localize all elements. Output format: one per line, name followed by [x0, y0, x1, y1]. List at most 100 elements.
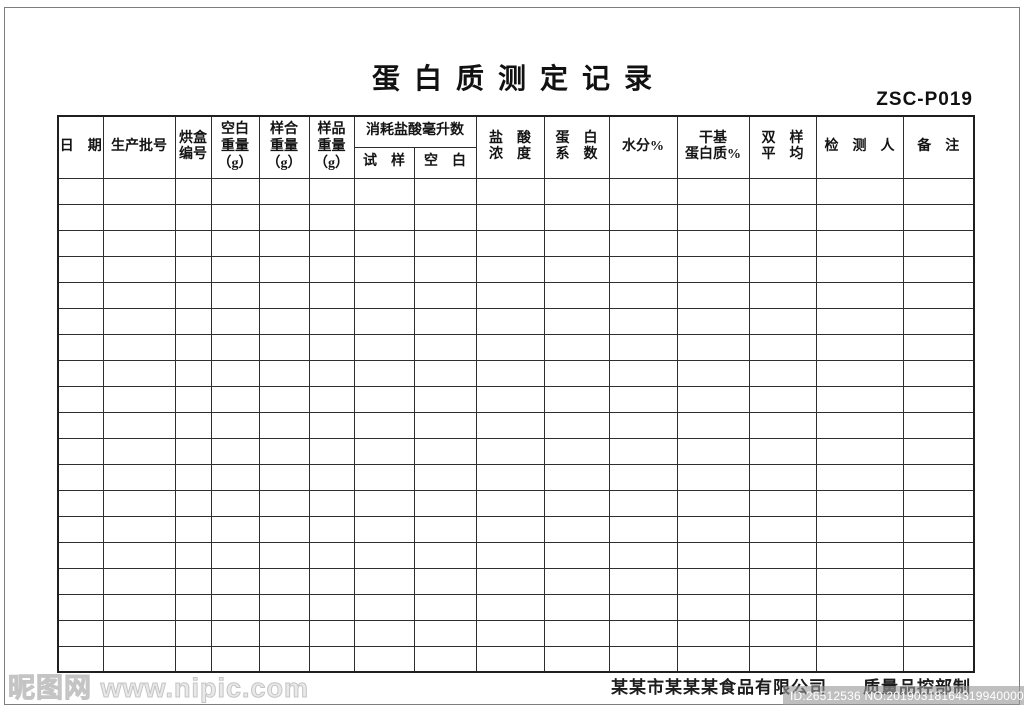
- table-row: [57, 515, 975, 543]
- empty-cell: [608, 463, 678, 491]
- empty-cell: [308, 567, 355, 595]
- empty-cell: [210, 229, 260, 257]
- empty-cell: [174, 463, 212, 491]
- empty-cell: [748, 229, 817, 257]
- empty-cell: [475, 645, 545, 673]
- empty-cell: [815, 645, 904, 673]
- empty-cell: [174, 541, 212, 569]
- empty-cell: [102, 489, 176, 517]
- empty-cell: [902, 385, 975, 413]
- empty-cell: [543, 229, 610, 257]
- empty-cell: [57, 333, 104, 361]
- empty-cell: [413, 281, 477, 309]
- empty-cell: [413, 255, 477, 283]
- empty-cell: [608, 619, 678, 647]
- empty-cell: [210, 489, 260, 517]
- empty-cell: [902, 255, 975, 283]
- empty-cell: [543, 255, 610, 283]
- empty-cell: [748, 177, 817, 205]
- empty-cell: [308, 541, 355, 569]
- empty-cell: [102, 515, 176, 543]
- empty-cell: [413, 411, 477, 439]
- empty-cell: [57, 515, 104, 543]
- empty-cell: [608, 567, 678, 595]
- empty-cell: [676, 437, 750, 465]
- table-row: [57, 333, 975, 361]
- empty-cell: [413, 359, 477, 387]
- empty-cell: [748, 515, 817, 543]
- empty-cell: [353, 255, 415, 283]
- empty-cell: [353, 203, 415, 231]
- header-row-2: 试 样 空 白: [58, 146, 974, 179]
- empty-cell: [174, 255, 212, 283]
- empty-cell: [308, 619, 355, 647]
- empty-cell: [748, 437, 817, 465]
- empty-cell: [748, 463, 817, 491]
- empty-cell: [608, 489, 678, 517]
- empty-cell: [815, 229, 904, 257]
- empty-cell: [102, 177, 176, 205]
- empty-cell: [308, 177, 355, 205]
- empty-cell: [815, 177, 904, 205]
- empty-cell: [902, 515, 975, 543]
- empty-cell: [308, 411, 355, 439]
- empty-cell: [258, 411, 310, 439]
- empty-cell: [676, 593, 750, 621]
- empty-cell: [57, 463, 104, 491]
- empty-cell: [748, 359, 817, 387]
- table-row: [57, 307, 975, 335]
- empty-cell: [308, 255, 355, 283]
- empty-cell: [748, 567, 817, 595]
- table-row: [57, 281, 975, 309]
- empty-cell: [57, 307, 104, 335]
- empty-cell: [308, 385, 355, 413]
- empty-cell: [258, 437, 310, 465]
- empty-cell: [608, 333, 678, 361]
- empty-cell: [543, 333, 610, 361]
- empty-cell: [475, 619, 545, 647]
- empty-cell: [902, 307, 975, 335]
- empty-cell: [413, 567, 477, 595]
- empty-cell: [308, 281, 355, 309]
- empty-cell: [902, 593, 975, 621]
- empty-cell: [413, 619, 477, 647]
- empty-cell: [608, 385, 678, 413]
- header-row-1: 日 期 生产批号 烘盒 编号 空白 重量 （g） 样合 重量 （g） 样品 重量…: [57, 115, 975, 179]
- empty-cell: [815, 255, 904, 283]
- empty-cell: [902, 177, 975, 205]
- empty-cell: [210, 567, 260, 595]
- empty-cell: [902, 359, 975, 387]
- empty-cell: [902, 619, 975, 647]
- empty-cell: [174, 177, 212, 205]
- empty-cell: [902, 541, 975, 569]
- empty-cell: [676, 281, 750, 309]
- table-row: [57, 385, 975, 413]
- empty-cell: [258, 593, 310, 621]
- empty-cell: [748, 333, 817, 361]
- empty-cell: [210, 593, 260, 621]
- empty-cell: [353, 281, 415, 309]
- table-row: [57, 229, 975, 257]
- empty-cell: [102, 281, 176, 309]
- empty-cell: [102, 229, 176, 257]
- empty-cell: [676, 177, 750, 205]
- page-title: 蛋白质测定记录: [371, 64, 666, 95]
- empty-cell: [258, 333, 310, 361]
- header-cell-hcl-concentration: 盐 酸 浓 度: [475, 115, 545, 179]
- empty-cell: [543, 437, 610, 465]
- empty-cell: [815, 411, 904, 439]
- empty-cell: [475, 255, 545, 283]
- empty-cell: [102, 437, 176, 465]
- empty-cell: [543, 463, 610, 491]
- empty-cell: [353, 385, 415, 413]
- empty-cell: [413, 489, 477, 517]
- empty-cell: [475, 489, 545, 517]
- header-cell-hcl-ml-group: 消耗盐酸毫升数: [353, 115, 477, 148]
- table-row: [57, 645, 975, 673]
- empty-cell: [475, 333, 545, 361]
- empty-cell: [676, 489, 750, 517]
- empty-cell: [102, 307, 176, 335]
- empty-cell: [902, 645, 975, 673]
- empty-cell: [413, 307, 477, 335]
- empty-cell: [475, 385, 545, 413]
